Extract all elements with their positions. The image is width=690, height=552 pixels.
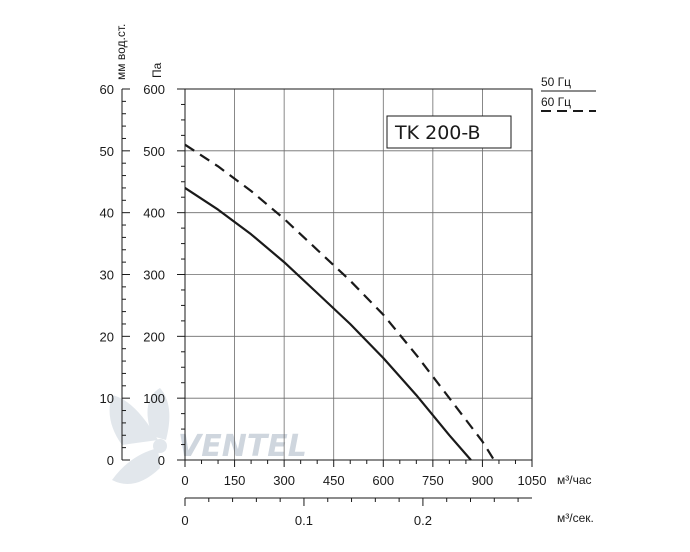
x-axis-m3-per-hour-tick-label: 450 <box>323 473 345 488</box>
x-axis-m3-per-sec-tick-label: 0.2 <box>414 513 432 528</box>
y-axis-mm-water-tick-label: 30 <box>100 268 114 283</box>
x-axis-m3-per-hour-tick-label: 150 <box>224 473 246 488</box>
legend-entry-label: 60 Гц <box>541 95 571 109</box>
model-label-box <box>386 115 512 149</box>
x-axis-m3-per-sec-tick-label: 0.1 <box>295 513 313 528</box>
x-axis-m3-per-hour-label: м³/час <box>557 473 592 487</box>
y-axis-pascal-tick-label: 100 <box>143 391 165 406</box>
y-axis-pascal-tick-label: 0 <box>158 453 165 468</box>
y-axis-pascal-tick-label: 200 <box>143 329 165 344</box>
y-axis-pascal-tick-label: 300 <box>143 268 165 283</box>
x-axis-m3-per-hour-tick-label: 900 <box>472 473 494 488</box>
brand-watermark: VENTEL <box>178 429 307 464</box>
x-axis-m3-per-sec-label: м³/сек. <box>557 511 594 525</box>
y-axis-pascal-tick-label: 600 <box>143 82 165 97</box>
y-axis-pascal: 0 100 200 300 400 500 600 <box>143 82 185 468</box>
series-line-solid <box>184 186 472 461</box>
x-axis-m3-per-hour-tick-label: 1050 <box>518 473 547 488</box>
x-axis-m3-per-hour-tick-label: 300 <box>273 473 295 488</box>
legend-entry-label: 50 Гц <box>541 75 571 89</box>
model-label: TK 200-B <box>394 122 481 144</box>
y-axis-mm-water-tick-label: 50 <box>100 144 114 159</box>
y-axis-mm-water-tick-label: 10 <box>100 391 114 406</box>
plot-grid <box>185 89 532 460</box>
y-axis-mm-water-tick-label: 40 <box>100 206 114 221</box>
series-layer <box>184 143 495 461</box>
series-line-dashed <box>184 143 495 461</box>
x-axis-m3-per-hour-tick-label: 0 <box>181 473 188 488</box>
y-axis-pascal-tick-label: 500 <box>143 144 165 159</box>
x-axis-m3-per-hour-tick-label: 750 <box>422 473 444 488</box>
y-axis-mm-water-tick-label: 60 <box>100 82 114 97</box>
y-axis-mm-water-tick-label: 0 <box>107 453 114 468</box>
y-axis-pascal-tick-label: 400 <box>143 206 165 221</box>
x-axis-m3-per-hour: 0 150 300 450 600 750 900 1050 <box>181 460 546 488</box>
y-axis-pascal-label: Па <box>150 62 164 78</box>
legend: 50 Гц 60 Гц <box>541 75 596 112</box>
x-axis-m3-per-sec-tick-label: 0 <box>181 513 188 528</box>
x-axis-m3-per-sec: 0 0.1 0.2 <box>181 497 532 528</box>
x-axis-m3-per-hour-tick-label: 600 <box>372 473 394 488</box>
y-axis-mm-water-tick-label: 20 <box>100 329 114 344</box>
y-axis-mm-water: 0 10 20 30 40 50 60 <box>100 82 130 468</box>
y-axis-mm-water-label: мм вод.ст. <box>114 24 128 80</box>
